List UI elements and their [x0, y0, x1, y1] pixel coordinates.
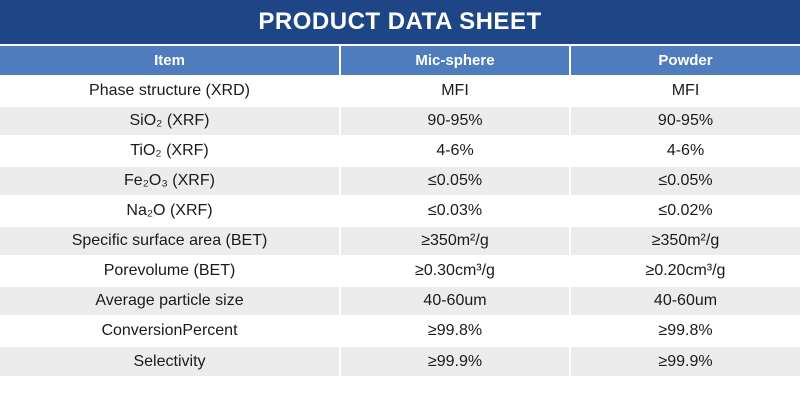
- spec-name-cell: Phase structure (XRD): [0, 75, 341, 107]
- table-row: SiO₂ (XRF) 90-95% 90-95%: [0, 105, 800, 137]
- table-row: Selectivity ≥99.9% ≥99.9%: [0, 345, 800, 376]
- column-header-item: Item: [0, 46, 341, 77]
- table-row: Na₂O (XRF) ≤0.03% ≤0.02%: [0, 195, 800, 227]
- spec-name-cell: Average particle size: [0, 285, 341, 317]
- table-row: Phase structure (XRD) MFI MFI: [0, 75, 800, 107]
- mic-sphere-value-cell: ≥99.8%: [339, 315, 571, 347]
- powder-value-cell: MFI: [569, 75, 800, 107]
- spec-name-cell: Specific surface area (BET): [0, 225, 341, 257]
- title-bar: PRODUCT DATA SHEET: [0, 0, 800, 44]
- spec-name-cell: Selectivity: [0, 345, 341, 376]
- mic-sphere-value-cell: ≥99.9%: [339, 345, 571, 376]
- mic-sphere-value-cell: 90-95%: [339, 105, 571, 137]
- column-header-mic-sphere: Mic-sphere: [339, 46, 571, 77]
- powder-value-cell: 40-60um: [569, 285, 800, 317]
- powder-value-cell: 90-95%: [569, 105, 800, 137]
- spec-name-cell: Fe₂O₃ (XRF): [0, 165, 341, 197]
- powder-value-cell: ≥350m²/g: [569, 225, 800, 257]
- spec-name-cell: SiO₂ (XRF): [0, 105, 341, 137]
- page-title: PRODUCT DATA SHEET: [258, 8, 542, 35]
- mic-sphere-value-cell: 40-60um: [339, 285, 571, 317]
- spec-name-cell: TiO₂ (XRF): [0, 135, 341, 167]
- powder-value-cell: ≥99.9%: [569, 345, 800, 376]
- powder-value-cell: ≥99.8%: [569, 315, 800, 347]
- table-row: Average particle size 40-60um 40-60um: [0, 285, 800, 317]
- powder-value-cell: 4-6%: [569, 135, 800, 167]
- mic-sphere-value-cell: ≥0.30cm³/g: [339, 255, 571, 287]
- table-row: Fe₂O₃ (XRF) ≤0.05% ≤0.05%: [0, 165, 800, 197]
- spec-name-cell: ConversionPercent: [0, 315, 341, 347]
- mic-sphere-value-cell: ≤0.05%: [339, 165, 571, 197]
- mic-sphere-value-cell: 4-6%: [339, 135, 571, 167]
- mic-sphere-value-cell: ≥350m²/g: [339, 225, 571, 257]
- column-header-powder: Powder: [569, 46, 800, 77]
- spec-name-cell: Porevolume (BET): [0, 255, 341, 287]
- table-header-row: Item Mic-sphere Powder: [0, 46, 800, 77]
- spec-name-cell: Na₂O (XRF): [0, 195, 341, 227]
- mic-sphere-value-cell: MFI: [339, 75, 571, 107]
- product-data-table: Item Mic-sphere Powder Phase structure (…: [0, 46, 800, 376]
- mic-sphere-value-cell: ≤0.03%: [339, 195, 571, 227]
- table-row: Porevolume (BET) ≥0.30cm³/g ≥0.20cm³/g: [0, 255, 800, 287]
- table-row: TiO₂ (XRF) 4-6% 4-6%: [0, 135, 800, 167]
- table-row: ConversionPercent ≥99.8% ≥99.8%: [0, 315, 800, 347]
- powder-value-cell: ≤0.02%: [569, 195, 800, 227]
- table-row: Specific surface area (BET) ≥350m²/g ≥35…: [0, 225, 800, 257]
- powder-value-cell: ≤0.05%: [569, 165, 800, 197]
- powder-value-cell: ≥0.20cm³/g: [569, 255, 800, 287]
